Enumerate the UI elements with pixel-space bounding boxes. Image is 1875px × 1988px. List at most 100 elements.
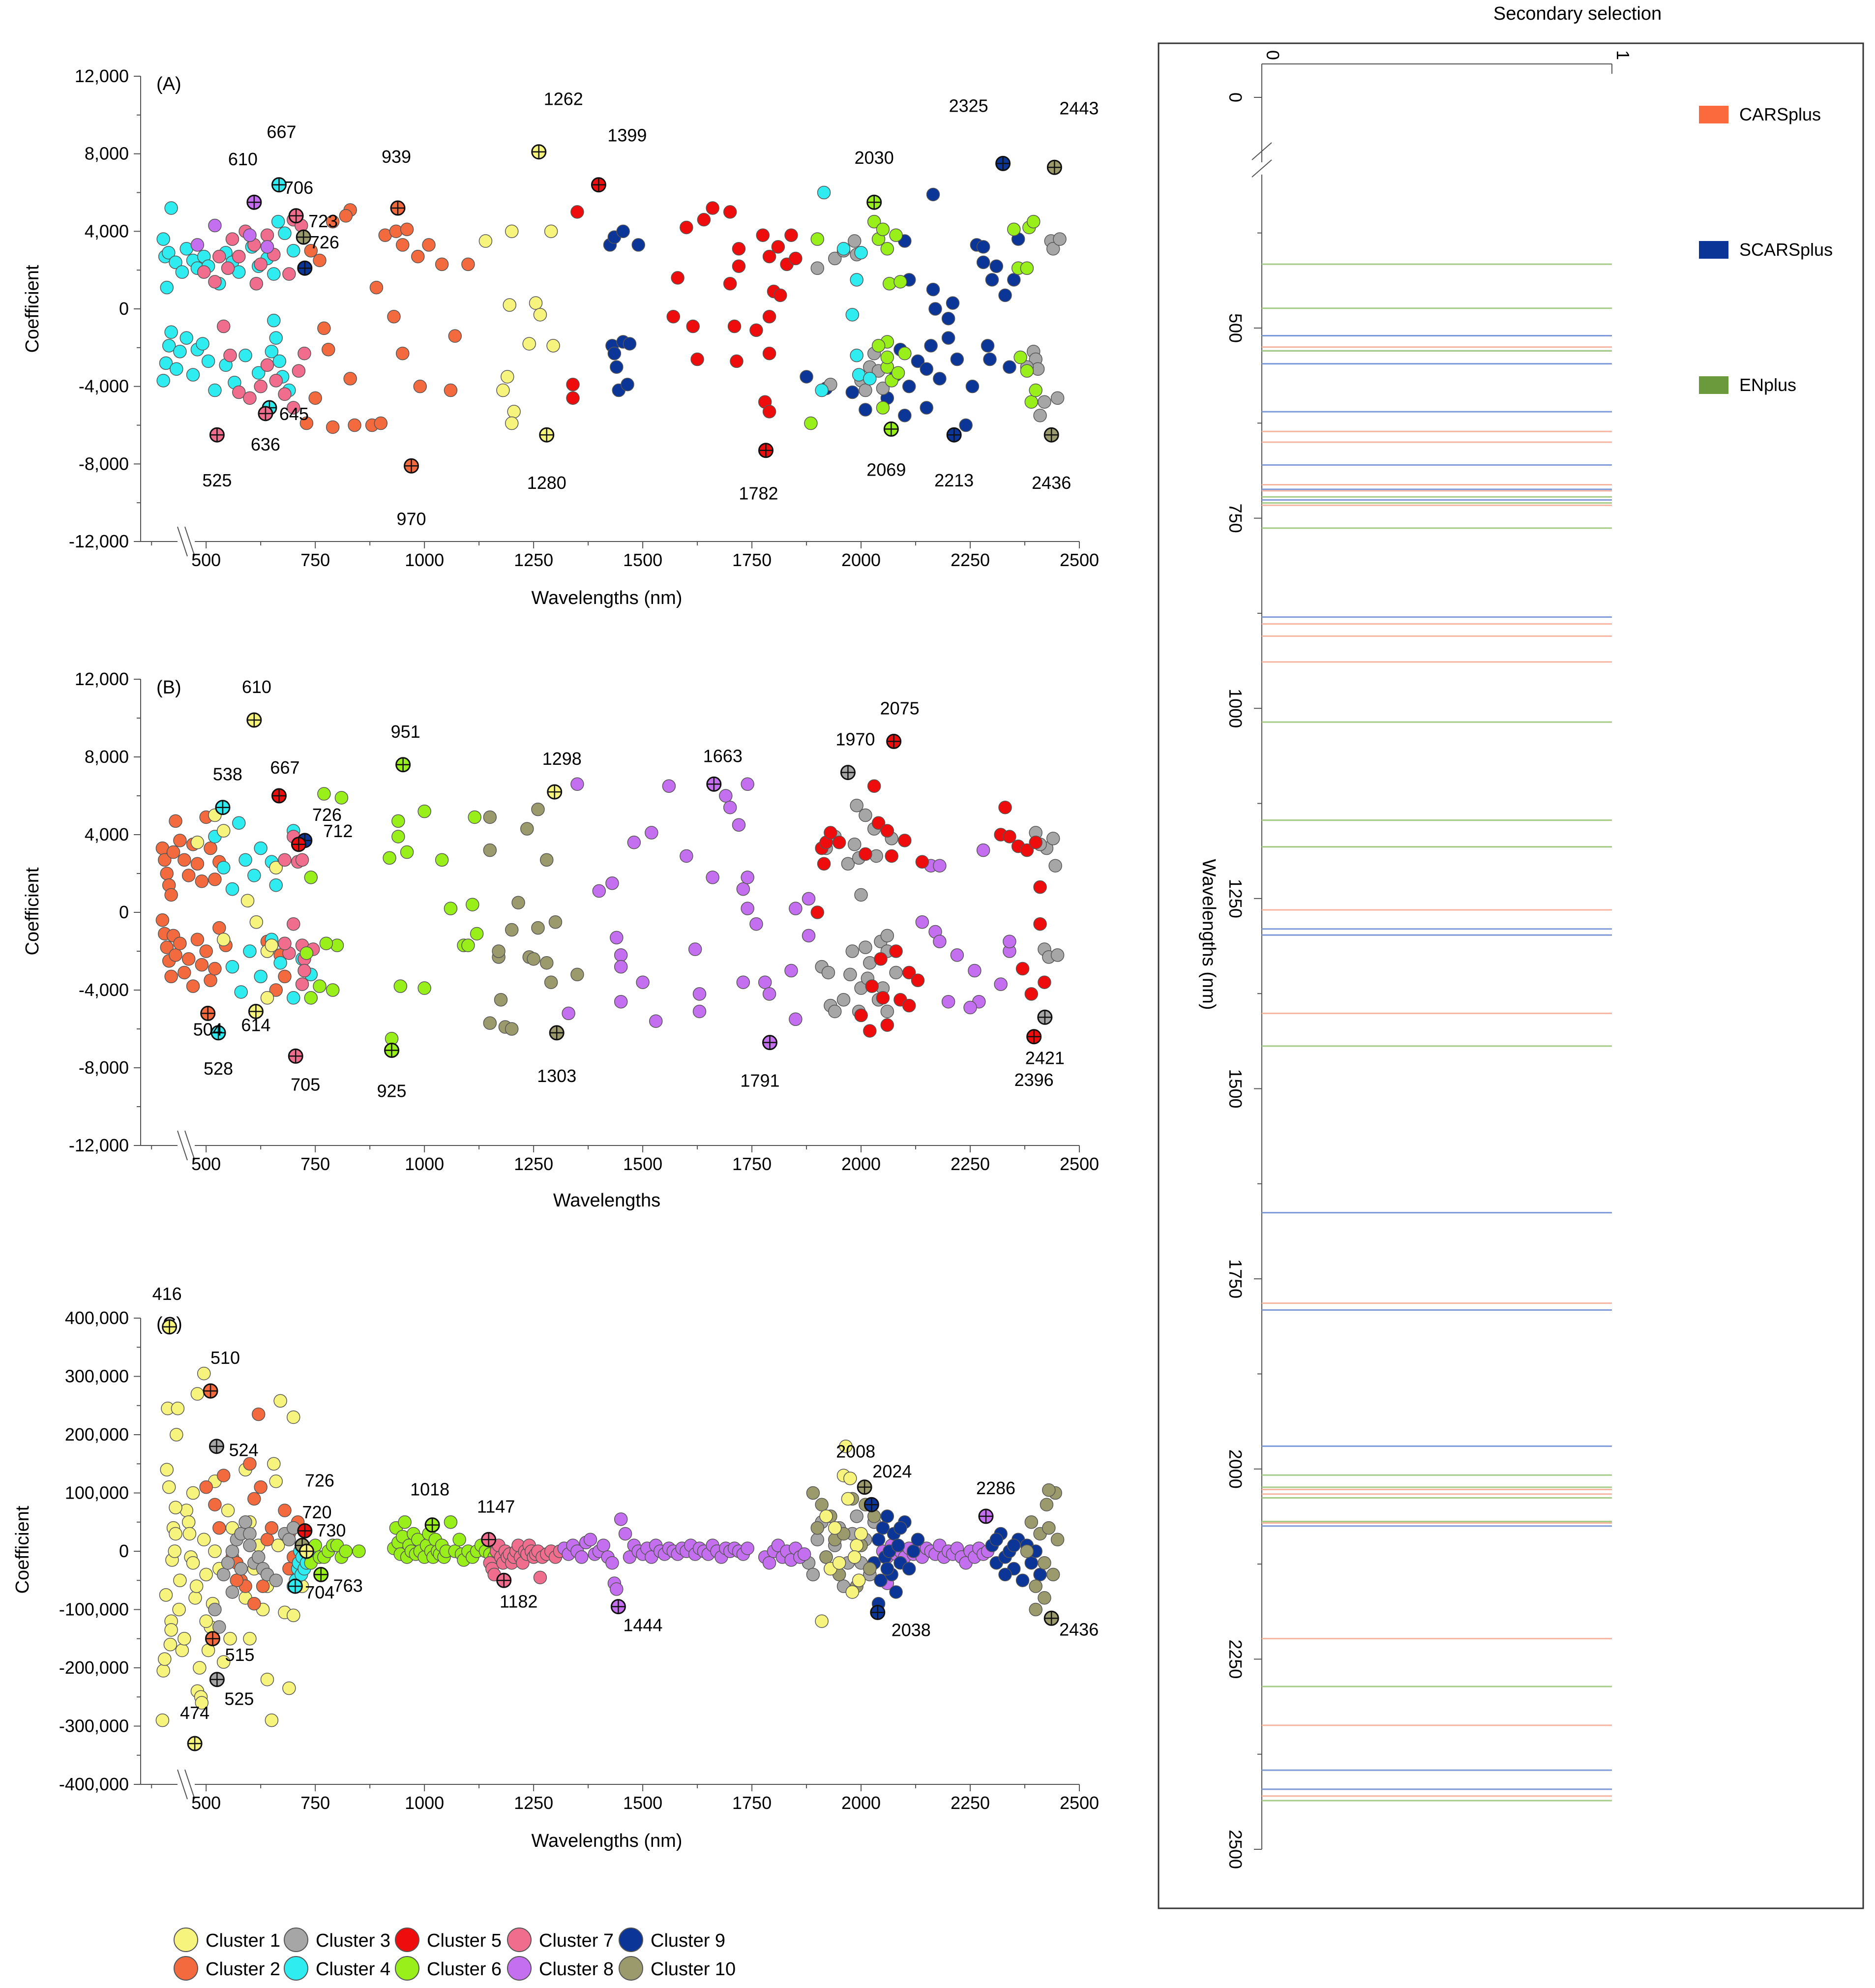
data-point	[741, 902, 754, 915]
data-point	[828, 1004, 842, 1019]
data-point	[260, 358, 274, 372]
data-point	[618, 1527, 632, 1541]
data-point	[1040, 1498, 1054, 1511]
data-point	[723, 800, 737, 814]
data-point	[867, 779, 881, 793]
data-point	[819, 1509, 833, 1523]
data-point	[847, 838, 862, 851]
data-point	[435, 257, 449, 271]
axis-break-mark	[184, 526, 195, 557]
legend-marker	[395, 1956, 419, 1981]
x-tick-label: 2000	[841, 550, 881, 570]
data-point	[190, 857, 205, 871]
data-point	[1033, 880, 1047, 894]
y-tick-label: 0	[119, 1541, 129, 1561]
wavelength-annotation: 504	[193, 1019, 223, 1039]
x-tick-label: 2000	[841, 1154, 881, 1174]
data-point	[815, 1498, 829, 1511]
data-point	[249, 915, 264, 929]
data-point	[501, 370, 514, 384]
data-point	[171, 1401, 185, 1416]
data-point	[155, 1713, 170, 1727]
legend-label: Cluster 4	[316, 1959, 390, 1980]
x-tick-label: 500	[191, 1793, 221, 1813]
data-point	[832, 1556, 846, 1570]
data-point	[1038, 1556, 1051, 1570]
data-point	[1013, 350, 1027, 364]
data-point	[762, 987, 776, 1001]
data-point	[232, 816, 246, 830]
data-point	[810, 905, 825, 919]
x-tick-label: 1250	[514, 1793, 553, 1813]
data-point	[926, 282, 940, 297]
y-tick-label: 8,000	[85, 144, 129, 164]
data-point	[208, 1602, 222, 1617]
data-point	[444, 383, 458, 397]
legend-swatch	[1699, 241, 1728, 259]
data-point	[295, 977, 309, 991]
legend-label: Cluster 9	[651, 1930, 725, 1951]
data-point	[852, 1573, 866, 1587]
data-point	[169, 255, 182, 270]
data-point	[339, 1544, 353, 1558]
data-point	[926, 187, 940, 202]
data-point	[292, 364, 306, 378]
data-point	[614, 1512, 628, 1526]
x-tick-label: 500	[191, 1154, 221, 1174]
data-point	[845, 944, 860, 958]
data-point	[941, 331, 955, 345]
data-point	[164, 201, 178, 215]
data-point	[859, 847, 872, 861]
data-point	[789, 1012, 803, 1026]
data-point	[636, 975, 650, 989]
data-point	[287, 1608, 300, 1623]
data-point	[570, 205, 584, 219]
data-point	[819, 1550, 833, 1564]
data-point	[902, 965, 916, 980]
data-point	[686, 319, 700, 333]
y-tick-label: 2250	[1225, 1639, 1246, 1679]
data-point	[605, 1556, 619, 1570]
data-point	[178, 1632, 191, 1646]
y-tick-label: 1500	[1225, 1069, 1246, 1108]
wavelength-annotation: 2396	[1014, 1070, 1054, 1090]
data-point	[645, 826, 658, 840]
data-point	[529, 296, 543, 310]
legend-label: Cluster 6	[427, 1959, 502, 1980]
data-point	[1027, 214, 1041, 229]
data-point	[1042, 1521, 1056, 1535]
data-point	[880, 824, 894, 838]
y-tick-label: 200,000	[65, 1424, 129, 1445]
data-point	[817, 185, 831, 200]
data-point	[839, 1439, 853, 1453]
data-point	[1029, 383, 1042, 397]
data-point	[911, 1533, 925, 1547]
wavelength-annotation: 726	[312, 805, 342, 825]
data-point	[212, 1620, 226, 1634]
data-point	[854, 1527, 868, 1541]
data-point	[762, 346, 776, 361]
data-point	[690, 352, 704, 366]
x-tick-label: 0	[1263, 50, 1283, 60]
data-point	[815, 1614, 829, 1628]
data-point	[841, 1492, 855, 1506]
data-point	[874, 1573, 888, 1587]
data-point	[164, 969, 178, 984]
data-point	[240, 894, 255, 908]
data-point	[221, 261, 235, 275]
data-point	[256, 1579, 270, 1593]
data-point	[810, 232, 825, 246]
data-point	[511, 896, 525, 909]
data-point	[802, 892, 816, 906]
data-point	[723, 277, 737, 291]
panel-c-scatter: (C) Coefficient Wavelengths (nm) 400,000…	[12, 1284, 1099, 1851]
data-point	[505, 923, 519, 937]
secondary-selection-panel: Secondary selection Wavelengths (nm) 0 10…	[1158, 3, 1864, 1909]
data-point	[522, 337, 536, 351]
data-point	[483, 1016, 497, 1030]
data-point	[1048, 859, 1062, 873]
data-point	[1024, 987, 1039, 1001]
data-point	[444, 1515, 458, 1529]
y-tick-label: -4,000	[79, 980, 129, 1000]
data-point	[326, 983, 340, 997]
